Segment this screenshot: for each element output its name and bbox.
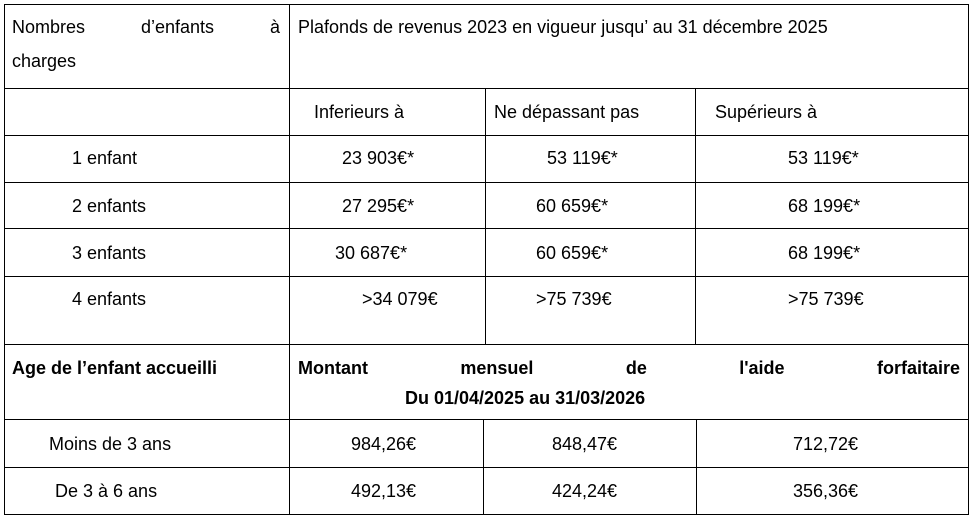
subheader-below: Inferieurs à (314, 102, 405, 122)
row-line-subheader (4, 135, 969, 136)
aid-header-word: l'aide (739, 358, 785, 378)
header-word: à (269, 17, 280, 37)
row-label-3-to-6: De 3 à 6 ans (55, 481, 158, 501)
row-line-r3 (4, 276, 969, 277)
cell-1-child-not-exceeding: 53 119€* (547, 148, 618, 168)
header-income-ceilings-title: Plafonds de revenus 2023 en vigueur jusq… (298, 17, 828, 37)
row-line-aid1 (4, 467, 969, 468)
row-line-aid-header (4, 419, 969, 420)
aid-header-word: Montant (298, 358, 368, 378)
table-border-right (968, 4, 969, 515)
cell-3-children-above: 68 199€* (788, 243, 861, 263)
row-line-top (4, 4, 969, 5)
column-divider-1 (289, 4, 290, 515)
cell-3-to-6-c4: 356,36€ (793, 481, 859, 501)
aid-header-word: de (625, 358, 647, 378)
row-label-4-children: 4 enfants (72, 289, 147, 309)
cell-under-3-c4: 712,72€ (793, 434, 859, 454)
header-children-count-line2: charges (12, 51, 77, 71)
subheader-above: Supérieurs à (715, 102, 818, 122)
aid-header-period: Du 01/04/2025 au 31/03/2026 (405, 388, 646, 408)
column-divider-3a (695, 88, 696, 344)
table-border-left (4, 4, 5, 515)
header-children-count-line1: Nombres d’enfants à (12, 18, 280, 36)
cell-4-children-below: >34 079€ (362, 289, 438, 309)
cell-2-children-below: 27 295€* (342, 196, 415, 216)
row-label-2-children: 2 enfants (72, 196, 147, 216)
row-line-header (4, 88, 969, 89)
aid-header-monthly-amount: Montant mensuel de l'aide forfaitaire (298, 359, 960, 377)
aid-header-word: mensuel (460, 358, 534, 378)
cell-under-3-c2: 984,26€ (351, 434, 417, 454)
row-line-r4 (4, 344, 969, 345)
aid-header-word: forfaitaire (876, 358, 960, 378)
row-label-1-child: 1 enfant (72, 148, 138, 168)
cell-3-children-not-exceeding: 60 659€* (536, 243, 609, 263)
aid-header-child-age: Age de l’enfant accueilli (12, 358, 218, 378)
row-line-r2 (4, 228, 969, 229)
cell-4-children-above: >75 739€ (788, 289, 864, 309)
cell-4-children-not-exceeding: >75 739€ (536, 289, 612, 309)
row-label-under-3: Moins de 3 ans (49, 434, 172, 454)
row-line-r1 (4, 182, 969, 183)
cell-3-to-6-c3: 424,24€ (552, 481, 618, 501)
cell-2-children-not-exceeding: 60 659€* (536, 196, 609, 216)
cell-3-to-6-c2: 492,13€ (351, 481, 417, 501)
cell-1-child-below: 23 903€* (342, 148, 415, 168)
row-label-3-children: 3 enfants (72, 243, 147, 263)
cell-3-children-below: 30 687€* (335, 243, 408, 263)
header-word: d’enfants (140, 17, 215, 37)
cell-2-children-above: 68 199€* (788, 196, 861, 216)
header-word: Nombres (12, 17, 86, 37)
cell-1-child-above: 53 119€* (788, 148, 859, 168)
subheader-not-exceeding: Ne dépassant pas (494, 102, 640, 122)
column-divider-2a (485, 88, 486, 344)
cell-under-3-c3: 848,47€ (552, 434, 618, 454)
